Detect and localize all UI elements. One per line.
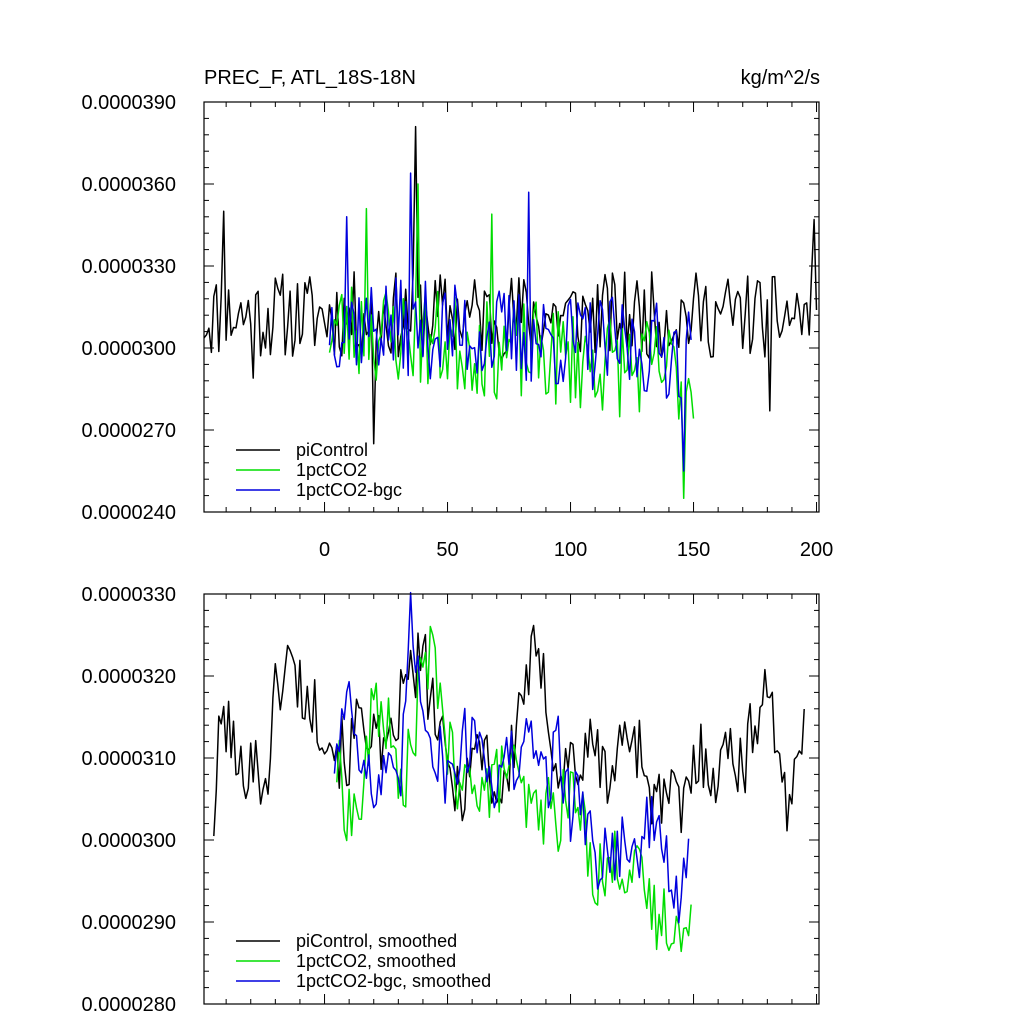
series-line-1 — [336, 625, 692, 953]
series-line-2 — [333, 591, 690, 924]
x-tick-label: 200 — [800, 539, 833, 561]
x-tick-label: 150 — [677, 539, 710, 561]
bottom-series-group — [213, 591, 805, 953]
top-plot-frame — [203, 101, 820, 513]
legend-label: 1pctCO2 — [296, 460, 367, 480]
y-tick-label: 0.0000390 — [81, 92, 176, 114]
x-tick-label: 100 — [554, 539, 587, 561]
legend-label: piControl — [296, 440, 368, 460]
y-tick-label: 0.0000270 — [81, 420, 176, 442]
series-line-0 — [213, 624, 805, 837]
top-title: PREC_F, ATL_18S-18N — [204, 67, 416, 89]
series-line-2 — [328, 172, 692, 472]
top-ticks-group: 0.0000240 0.0000270 0.0000300 0.0000330 0.00… — [81, 92, 833, 561]
series-line-0 — [203, 125, 818, 445]
top-series-group — [203, 125, 818, 500]
legend-label: 1pctCO2, smoothed — [296, 951, 456, 971]
y-tick-label: 0.0000290 — [81, 912, 176, 934]
y-tick-label: 0.0000360 — [81, 174, 176, 196]
y-tick-label: 0.0000330 — [81, 584, 176, 606]
y-tick-label: 0.0000310 — [81, 748, 176, 770]
top-panel: PREC_F, ATL_18S-18N kg/m^2/s 0.00002400.… — [81, 67, 833, 561]
y-tick-label: 0.0000240 — [81, 502, 176, 524]
legend-label: 1pctCO2-bgc — [296, 480, 402, 500]
bottom-plot-frame — [203, 593, 820, 1005]
bottom-panel: 0.0000280 0.0000290 0.0000300 0.0000310 0.00… — [81, 584, 820, 1016]
bottom-ticks-group: 0.0000280 0.0000290 0.0000300 0.0000310 0.00… — [81, 584, 819, 1016]
y-tick-label: 0.0000300 — [81, 830, 176, 852]
top-units: kg/m^2/s — [741, 67, 820, 89]
x-tick-label: 50 — [436, 539, 458, 561]
legend-label: 1pctCO2-bgc, smoothed — [296, 971, 491, 991]
y-tick-label: 0.0000280 — [81, 994, 176, 1016]
y-tick-label: 0.0000320 — [81, 666, 176, 688]
y-tick-label: 0.0000330 — [81, 256, 176, 278]
x-tick-label: 0 — [319, 539, 330, 561]
legend-label: piControl, smoothed — [296, 931, 457, 951]
y-tick-label: 0.0000300 — [81, 338, 176, 360]
